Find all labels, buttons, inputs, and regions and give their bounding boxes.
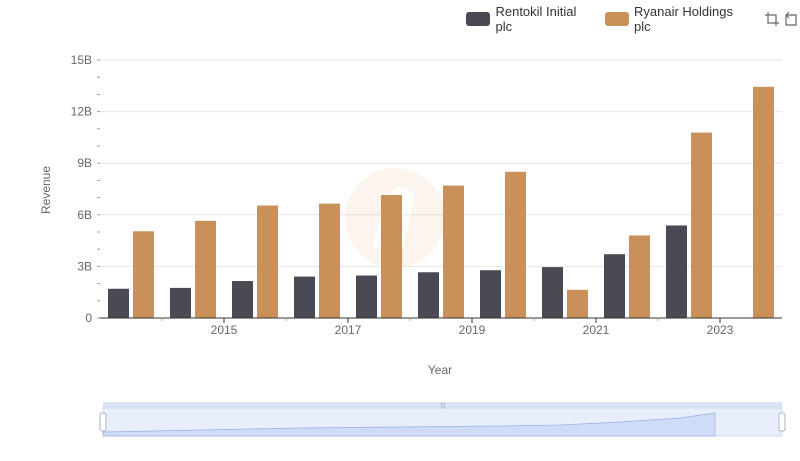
legend-swatch-ryanair <box>604 12 629 26</box>
slider-preview-area <box>102 412 716 437</box>
x-tick-label: 2015 <box>211 323 238 337</box>
legend: Rentokil Initial plc Ryanair Holdings pl… <box>466 4 800 34</box>
bar-ryanair-2021[interactable] <box>567 289 588 318</box>
slider-top-bar[interactable] <box>103 402 782 408</box>
bar-rentokil-2023[interactable] <box>666 225 687 318</box>
bar-rentokil-2017[interactable] <box>294 276 315 318</box>
bar-rentokil-2014[interactable] <box>108 288 129 318</box>
restore-icon[interactable] <box>782 10 800 28</box>
bars <box>108 86 774 318</box>
bar-rentokil-2020[interactable] <box>480 270 501 318</box>
legend-label-rentokil: Rentokil Initial plc <box>495 4 577 34</box>
y-tick-label: 12B <box>71 105 92 119</box>
bar-rentokil-2021[interactable] <box>542 267 563 318</box>
legend-swatch-rentokil <box>466 12 491 26</box>
slider-handle-right[interactable] <box>778 412 786 432</box>
x-tick-label: 2017 <box>335 323 362 337</box>
legend-item-ryanair[interactable]: Ryanair Holdings plc <box>604 4 751 34</box>
bar-ryanair-2016[interactable] <box>257 205 278 318</box>
axes: 0 3B 6B 9B 12B 15B 2015 2017 2019 2021 2023 <box>71 53 782 337</box>
bar-ryanair-2015[interactable] <box>195 220 216 318</box>
bar-ryanair-2024[interactable] <box>753 86 774 318</box>
bar-rentokil-2016[interactable] <box>232 281 253 318</box>
y-axis-title: Revenue <box>39 166 53 214</box>
bar-ryanair-2014[interactable] <box>133 231 154 318</box>
zoom-icon[interactable] <box>763 10 781 28</box>
y-tick-label: 0 <box>85 311 92 325</box>
y-tick-label: 6B <box>77 208 92 222</box>
x-tick-label: 2019 <box>459 323 486 337</box>
x-tick-label: 2023 <box>707 323 734 337</box>
data-zoom-slider[interactable]: ||| <box>99 402 786 437</box>
y-tick-label: 9B <box>77 156 92 170</box>
x-tick-label: 2021 <box>583 323 610 337</box>
y-tick-label: 3B <box>77 259 92 273</box>
y-tick-label: 15B <box>71 53 92 67</box>
bar-ryanair-2018[interactable] <box>381 195 402 318</box>
bar-ryanair-2022[interactable] <box>629 235 650 318</box>
bar-ryanair-2020[interactable] <box>505 171 526 318</box>
x-axis-title: Year <box>428 363 452 377</box>
bar-rentokil-2022[interactable] <box>604 254 625 318</box>
legend-item-rentokil[interactable]: Rentokil Initial plc <box>466 4 595 34</box>
bar-rentokil-2018[interactable] <box>356 275 377 318</box>
legend-label-ryanair: Ryanair Holdings plc <box>633 4 733 34</box>
slider-grip[interactable]: ||| <box>441 403 446 409</box>
bar-rentokil-2019[interactable] <box>418 272 439 318</box>
bar-ryanair-2017[interactable] <box>319 203 340 318</box>
bar-ryanair-2019[interactable] <box>443 185 464 318</box>
bar-ryanair-2023[interactable] <box>691 132 712 318</box>
bar-rentokil-2015[interactable] <box>170 287 191 318</box>
slider-handle-left[interactable] <box>99 412 107 432</box>
